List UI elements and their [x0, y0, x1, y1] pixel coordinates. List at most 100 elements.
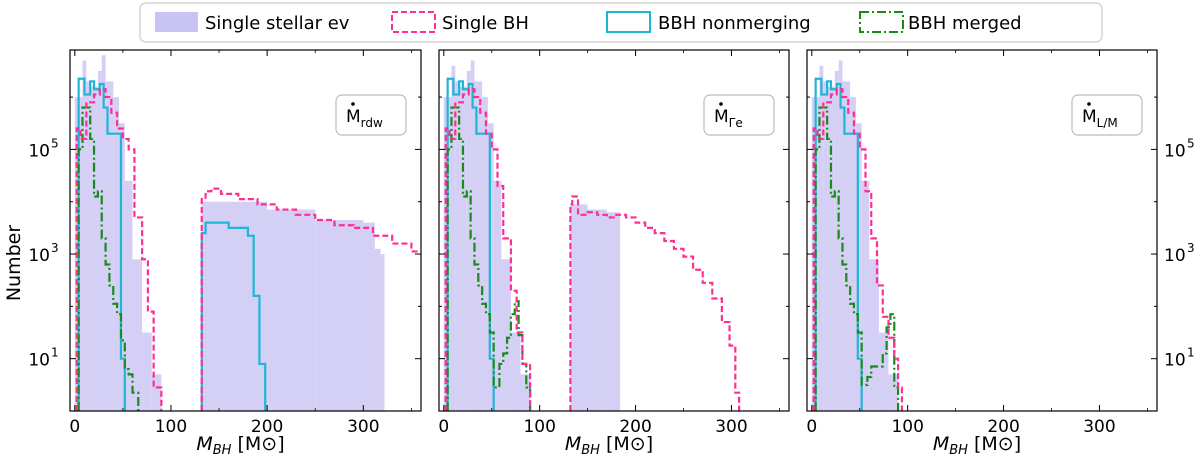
- bar-single-stellar: [315, 220, 364, 411]
- x-tick-label: 0: [69, 417, 80, 437]
- series-single-bh: [812, 88, 904, 411]
- series-bbh-nonmerging: [446, 77, 495, 411]
- y-tick-exponent: 3: [51, 241, 59, 255]
- legend-label-bbh-merged: BBH merged: [908, 13, 1022, 34]
- bar-single-stellar: [267, 209, 316, 411]
- legend-swatch-single-bh: [391, 11, 436, 33]
- bar-single-stellar: [105, 81, 114, 411]
- y-tick-exponent: 3: [1187, 241, 1195, 255]
- x-tick-label: 200: [619, 417, 651, 437]
- series-single-bh: [444, 88, 741, 411]
- bar-single-stellar: [501, 259, 511, 411]
- bar-single-stellar: [878, 332, 889, 411]
- y-tick-label: 10: [28, 351, 50, 371]
- legend-label-single-bh: Single BH: [442, 13, 529, 34]
- bar-single-stellar: [834, 70, 839, 411]
- plot-area-3: [811, 60, 904, 411]
- dot-accent: [1087, 102, 1091, 106]
- bar-single-stellar: [570, 204, 588, 411]
- bar-single-stellar: [842, 81, 851, 411]
- bar-single-stellar: [97, 70, 102, 411]
- series-bbh-merged: [77, 106, 140, 411]
- bar-single-stellar: [86, 81, 91, 411]
- y-tick-label: 10: [1164, 141, 1186, 161]
- bar-single-stellar: [520, 374, 531, 411]
- x-tick-label: 100: [155, 417, 187, 437]
- x-tick-label: 0: [806, 417, 817, 437]
- x-tick-label: 100: [891, 417, 923, 437]
- bar-single-stellar: [606, 212, 621, 411]
- x-tick-label: 0: [438, 417, 449, 437]
- plot-area-2: [443, 60, 741, 411]
- y-tick-exponent: 1: [51, 346, 59, 360]
- dot-accent: [351, 102, 355, 106]
- series-bbh-nonmerging: [814, 77, 863, 411]
- y-tick-exponent: 5: [51, 136, 59, 150]
- y-tick-label: 10: [1164, 351, 1186, 371]
- bar-single-stellar: [823, 81, 828, 411]
- x-tick-label: 300: [715, 417, 747, 437]
- bar-single-stellar: [819, 65, 824, 411]
- bar-single-stellar: [587, 209, 607, 411]
- x-tick-label: 300: [1083, 417, 1115, 437]
- x-axis-label: MBH [M⊙]: [196, 433, 284, 458]
- bar-single-stellar: [82, 60, 87, 411]
- x-tick-label: 200: [251, 417, 283, 437]
- x-axis-label: MBH [M⊙]: [933, 433, 1021, 458]
- panel-frame: [69, 49, 422, 412]
- x-tick-label: 300: [347, 417, 379, 437]
- bar-single-stellar: [827, 86, 835, 411]
- bar-single-stellar: [455, 81, 460, 411]
- bar-single-stellar: [466, 70, 471, 411]
- legend-label-bbh-nonmerging: BBH nonmerging: [658, 13, 811, 34]
- bar-single-stellar: [838, 60, 843, 411]
- x-tick-label: 200: [987, 417, 1019, 437]
- bar-single-stellar: [90, 86, 98, 411]
- bar-single-stellar: [124, 180, 133, 411]
- bar-single-stellar: [493, 180, 502, 411]
- y-tick-label: 10: [28, 141, 50, 161]
- bar-single-stellar: [142, 332, 152, 411]
- panel-annotation: ML/M: [1082, 107, 1118, 130]
- series-single-bh: [75, 88, 421, 411]
- y-axis-label: Number: [3, 225, 25, 302]
- panel-annotation: MΓe: [714, 107, 743, 130]
- panel-2: 0 100 200 300 MBH [M⊙] MΓe: [438, 49, 790, 458]
- bar-single-stellar: [451, 65, 456, 411]
- plot-area-1: [74, 55, 421, 411]
- panel-frame: [438, 49, 790, 412]
- panel-annotation: Mrdw: [346, 107, 383, 130]
- bar-single-stellar: [201, 201, 268, 411]
- bar-single-stellar: [101, 55, 106, 411]
- bar-single-stellar: [363, 222, 375, 411]
- bar-single-stellar: [132, 259, 143, 411]
- bar-single-stellar: [374, 248, 381, 411]
- bar-single-stellar: [113, 97, 120, 411]
- bar-single-stellar: [470, 60, 475, 411]
- bar-single-stellar: [861, 180, 870, 411]
- series-bbh-merged: [814, 106, 900, 411]
- y-tick-exponent: 5: [1187, 136, 1195, 150]
- y-tick-label: 10: [1164, 246, 1186, 266]
- legend-swatch-bbh-merged: [859, 11, 904, 33]
- bar-single-stellar: [151, 374, 162, 411]
- dot-accent: [719, 102, 723, 106]
- bar-single-stellar: [482, 97, 488, 411]
- legend-swatch-single-stellar: [155, 12, 198, 32]
- bar-single-stellar: [888, 374, 899, 411]
- bar-single-stellar: [869, 259, 879, 411]
- bar-single-stellar: [510, 332, 521, 411]
- x-tick-label: 100: [523, 417, 555, 437]
- panel-frame: [806, 49, 1158, 412]
- bar-single-stellar: [459, 86, 467, 411]
- y-tick-label: 10: [28, 246, 50, 266]
- series-bbh-merged: [446, 106, 532, 411]
- legend-swatch-bbh-nonmerging: [606, 11, 651, 33]
- legend-label-single-stellar: Single stellar ev: [205, 13, 350, 34]
- legend: Single stellar ev Single BH BBH nonmergi…: [139, 2, 1103, 43]
- series-bbh-nonmerging: [77, 77, 267, 411]
- bar-single-stellar: [850, 97, 856, 411]
